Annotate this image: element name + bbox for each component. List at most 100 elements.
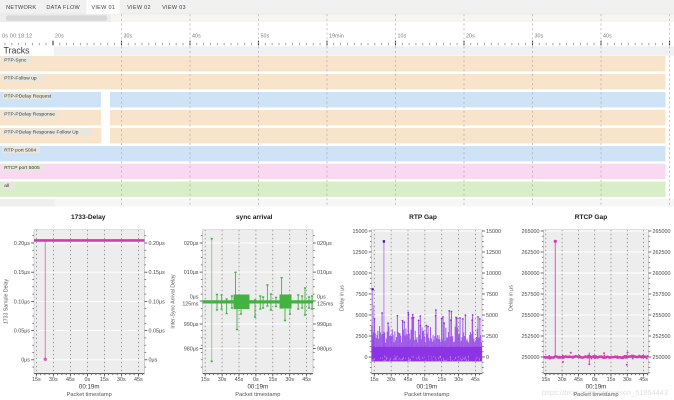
- svg-text:262500: 262500: [522, 250, 540, 256]
- svg-text:0s 00:18:12: 0s 00:18:12: [2, 34, 32, 40]
- svg-text:19min: 19min: [329, 34, 344, 40]
- svg-text:0: 0: [486, 355, 489, 361]
- svg-text:30s: 30s: [535, 34, 544, 40]
- svg-text:VIEW 02: VIEW 02: [127, 5, 151, 11]
- svg-text:0s: 0s: [85, 377, 91, 383]
- svg-text:btlps://blog.csdn.net/weixin_5: btlps://blog.csdn.net/weixin_51954443: [542, 390, 668, 397]
- svg-text:1733-Delay: 1733-Delay: [71, 214, 106, 221]
- svg-text:125ms: 125ms: [317, 302, 333, 308]
- svg-text:0.10μs: 0.10μs: [149, 299, 166, 305]
- svg-text:15s: 15s: [607, 377, 616, 383]
- svg-text:260000: 260000: [653, 271, 671, 277]
- svg-text:45s: 45s: [235, 377, 244, 383]
- svg-text:45s: 45s: [134, 377, 143, 383]
- svg-text:15000: 15000: [486, 229, 501, 235]
- svg-text:50s: 50s: [261, 34, 270, 40]
- svg-text:125ms: 125ms: [182, 302, 198, 308]
- svg-text:RTP Gap: RTP Gap: [409, 214, 437, 221]
- svg-text:15s: 15s: [541, 377, 550, 383]
- svg-text:all: all: [4, 183, 9, 189]
- svg-text:7500: 7500: [486, 292, 498, 298]
- svg-text:Packet timestamp: Packet timestamp: [67, 392, 112, 398]
- svg-text:5000: 5000: [486, 313, 498, 319]
- svg-text:10000: 10000: [353, 271, 368, 277]
- svg-text:30s: 30s: [623, 377, 632, 383]
- svg-text:30s: 30s: [285, 377, 294, 383]
- svg-text:2500: 2500: [356, 334, 368, 340]
- svg-text:VIEW 03: VIEW 03: [162, 5, 186, 11]
- svg-text:010μs: 010μs: [184, 270, 199, 276]
- svg-text:0μs: 0μs: [149, 358, 158, 364]
- svg-text:15s: 15s: [268, 377, 277, 383]
- svg-text:257500: 257500: [522, 292, 540, 298]
- svg-text:NETWORK: NETWORK: [6, 5, 36, 11]
- svg-text:0μs: 0μs: [21, 358, 30, 364]
- svg-text:40s: 40s: [603, 34, 612, 40]
- svg-text:PTP-Sync: PTP-Sync: [4, 57, 27, 63]
- svg-text:DATA FLOW: DATA FLOW: [46, 5, 80, 11]
- svg-text:0s: 0s: [592, 377, 598, 383]
- svg-text:255000: 255000: [522, 313, 540, 319]
- svg-text:00:19m: 00:19m: [416, 383, 437, 390]
- svg-text:265000: 265000: [522, 229, 540, 235]
- svg-text:15s: 15s: [370, 377, 379, 383]
- svg-text:980μs: 980μs: [317, 346, 332, 352]
- svg-text:PTP-PDelay Response Follow Up: PTP-PDelay Response Follow Up: [4, 129, 79, 135]
- svg-text:15s: 15s: [100, 377, 109, 383]
- svg-text:Delay in μs: Delay in μs: [509, 285, 515, 311]
- svg-text:980μs: 980μs: [184, 346, 199, 352]
- svg-text:sync arrival: sync arrival: [236, 214, 273, 221]
- svg-text:0s: 0s: [422, 377, 428, 383]
- svg-text:15s: 15s: [437, 377, 446, 383]
- svg-text:10s: 10s: [398, 34, 407, 40]
- svg-text:0.15μs: 0.15μs: [14, 270, 31, 276]
- svg-text:15000: 15000: [353, 229, 368, 235]
- svg-text:7500: 7500: [356, 292, 368, 298]
- svg-text:10000: 10000: [486, 271, 501, 277]
- svg-text:020μs: 020μs: [317, 241, 332, 247]
- svg-text:Packet timestamp: Packet timestamp: [573, 392, 618, 398]
- svg-text:265000: 265000: [653, 229, 671, 235]
- svg-text:00:19m: 00:19m: [79, 383, 100, 390]
- svg-text:Packet timestamp: Packet timestamp: [235, 392, 280, 398]
- svg-text:260000: 260000: [522, 271, 540, 277]
- svg-text:15s: 15s: [32, 377, 41, 383]
- svg-text:PTP-Follow up: PTP-Follow up: [4, 75, 37, 81]
- svg-text:0.15μs: 0.15μs: [149, 270, 166, 276]
- svg-text:Tracks: Tracks: [4, 46, 31, 56]
- svg-text:0s: 0s: [253, 377, 259, 383]
- svg-text:15s: 15s: [201, 377, 210, 383]
- svg-text:20s: 20s: [55, 34, 64, 40]
- svg-text:45s: 45s: [639, 377, 648, 383]
- svg-text:30s: 30s: [454, 377, 463, 383]
- svg-text:0μs: 0μs: [317, 295, 326, 301]
- svg-text:0.20μs: 0.20μs: [14, 241, 31, 247]
- svg-text:0.05μs: 0.05μs: [14, 329, 31, 335]
- svg-text:2500: 2500: [486, 334, 498, 340]
- svg-text:020μs: 020μs: [184, 241, 199, 247]
- svg-text:VIEW 01: VIEW 01: [91, 5, 115, 11]
- svg-text:5000: 5000: [356, 313, 368, 319]
- svg-text:PTP-PDelay Request: PTP-PDelay Request: [4, 93, 52, 99]
- svg-text:RTCP port 5005: RTCP port 5005: [4, 165, 40, 171]
- svg-text:40s: 40s: [192, 34, 201, 40]
- svg-text:RTCP Gap: RTCP Gap: [575, 214, 608, 221]
- svg-text:262500: 262500: [653, 250, 671, 256]
- svg-text:45s: 45s: [574, 377, 583, 383]
- svg-text:45s: 45s: [302, 377, 311, 383]
- svg-text:00:19m: 00:19m: [247, 383, 268, 390]
- svg-text:0.10μs: 0.10μs: [14, 299, 31, 305]
- svg-text:255000: 255000: [653, 313, 671, 319]
- svg-text:990μs: 990μs: [184, 322, 199, 328]
- svg-text:010μs: 010μs: [317, 270, 332, 276]
- svg-text:45s: 45s: [404, 377, 413, 383]
- svg-text:20s: 20s: [466, 34, 475, 40]
- svg-text:257500: 257500: [653, 292, 671, 298]
- svg-text:0: 0: [365, 355, 368, 361]
- svg-text:0.05μs: 0.05μs: [149, 329, 166, 335]
- svg-text:PTP-PDelay Response: PTP-PDelay Response: [4, 111, 55, 117]
- svg-text:0.20μs: 0.20μs: [149, 241, 166, 247]
- svg-text:12500: 12500: [353, 250, 368, 256]
- svg-text:Packet timestamp: Packet timestamp: [404, 392, 449, 398]
- svg-text:30s: 30s: [124, 34, 133, 40]
